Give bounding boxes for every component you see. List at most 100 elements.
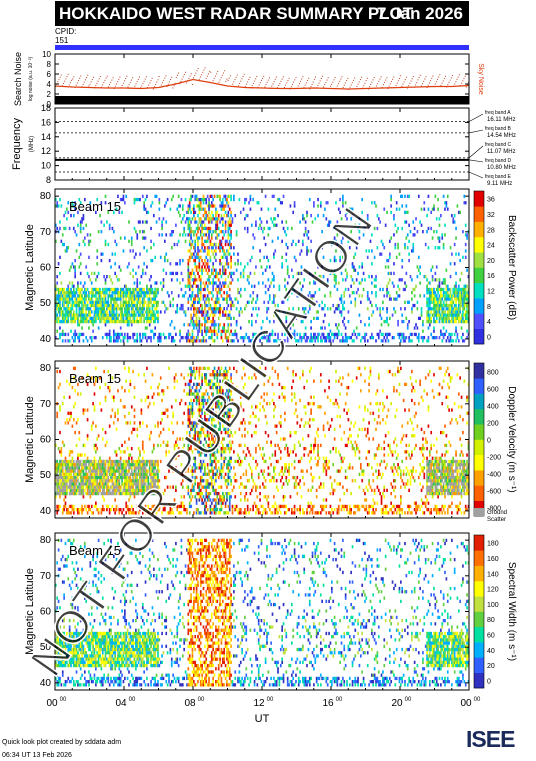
data-cell (159, 339, 162, 343)
data-cell (187, 265, 190, 269)
data-cell (74, 300, 76, 304)
data-cell (319, 204, 322, 208)
data-cell (122, 466, 125, 470)
data-cell (119, 488, 122, 493)
data-cell (198, 265, 201, 269)
data-cell (71, 475, 74, 480)
data-cell (412, 287, 415, 292)
data-cell (333, 274, 336, 279)
data-cell (141, 511, 144, 515)
data-cell (146, 316, 148, 321)
data-cell (187, 274, 190, 279)
data-cell (133, 466, 136, 470)
data-cell (460, 294, 463, 298)
data-cell (228, 332, 231, 337)
data-cell (223, 291, 226, 295)
ground-scatter-cell (119, 459, 122, 464)
data-cell (157, 310, 159, 314)
data-cell (201, 307, 203, 311)
noise-point (219, 79, 221, 81)
data-cell (56, 411, 59, 415)
data-cell (151, 485, 154, 489)
data-cell (388, 271, 391, 276)
data-cell (78, 310, 81, 314)
data-cell (144, 488, 147, 493)
data-cell (59, 382, 61, 387)
ground-scatter-cell (137, 479, 140, 483)
noise-point (312, 81, 314, 83)
data-cell (89, 508, 92, 512)
data-cell (306, 213, 308, 218)
ground-scatter-cell (100, 472, 103, 476)
data-cell (376, 226, 379, 231)
data-cell (86, 339, 89, 343)
data-cell (93, 472, 96, 476)
data-cell (143, 313, 145, 317)
data-cell (266, 332, 268, 337)
data-cell (74, 319, 76, 324)
data-cell (70, 414, 72, 419)
data-cell (455, 291, 457, 295)
data-cell (445, 339, 448, 343)
noise-point (423, 80, 425, 82)
data-cell (74, 297, 76, 301)
data-cell (379, 220, 381, 224)
ground-scatter-cell (70, 491, 72, 496)
data-cell (362, 271, 365, 276)
data-cell (90, 291, 93, 295)
data-cell (187, 210, 190, 215)
data-cell (164, 411, 166, 415)
data-cell (187, 300, 190, 304)
data-cell (151, 316, 154, 321)
data-cell (170, 336, 173, 340)
data-cell (417, 316, 420, 321)
data-cell (230, 281, 232, 285)
data-cell (140, 291, 143, 295)
data-cell (187, 332, 190, 337)
data-cell (216, 291, 219, 295)
data-cell (440, 300, 442, 304)
data-cell (259, 223, 261, 227)
data-cell (74, 201, 76, 205)
noise-point (342, 86, 344, 88)
data-cell (379, 310, 381, 314)
data-cell (148, 313, 151, 317)
data-cell (55, 319, 57, 324)
data-cell (89, 307, 92, 311)
data-cell (274, 303, 277, 308)
data-cell (129, 291, 132, 295)
data-cell (404, 246, 406, 250)
data-cell (61, 310, 64, 314)
data-cell (136, 332, 139, 337)
ground-scatter-cell (89, 479, 92, 483)
data-cell (452, 287, 455, 292)
data-cell (455, 226, 457, 231)
data-cell (107, 385, 110, 390)
data-cell (89, 291, 92, 295)
data-cell (308, 307, 311, 311)
data-cell (199, 329, 202, 333)
data-cell (260, 332, 263, 337)
data-cell (428, 291, 431, 295)
data-cell (136, 479, 139, 483)
data-cell (205, 239, 208, 243)
data-cell (267, 278, 270, 282)
data-cell (72, 265, 75, 269)
data-cell (151, 511, 154, 515)
data-cell (115, 297, 118, 301)
data-cell (198, 297, 201, 301)
data-cell (202, 313, 205, 317)
data-cell (255, 220, 257, 224)
data-cell (457, 303, 460, 308)
data-cell (408, 223, 410, 227)
data-cell (188, 402, 191, 406)
data-cell (201, 226, 203, 231)
data-cell (212, 294, 214, 298)
data-cell (351, 278, 354, 282)
data-cell (79, 220, 82, 224)
ground-scatter-cell (110, 485, 112, 489)
data-cell (402, 332, 405, 337)
noise-point (224, 70, 226, 72)
data-cell (110, 336, 112, 340)
data-cell (86, 316, 89, 321)
